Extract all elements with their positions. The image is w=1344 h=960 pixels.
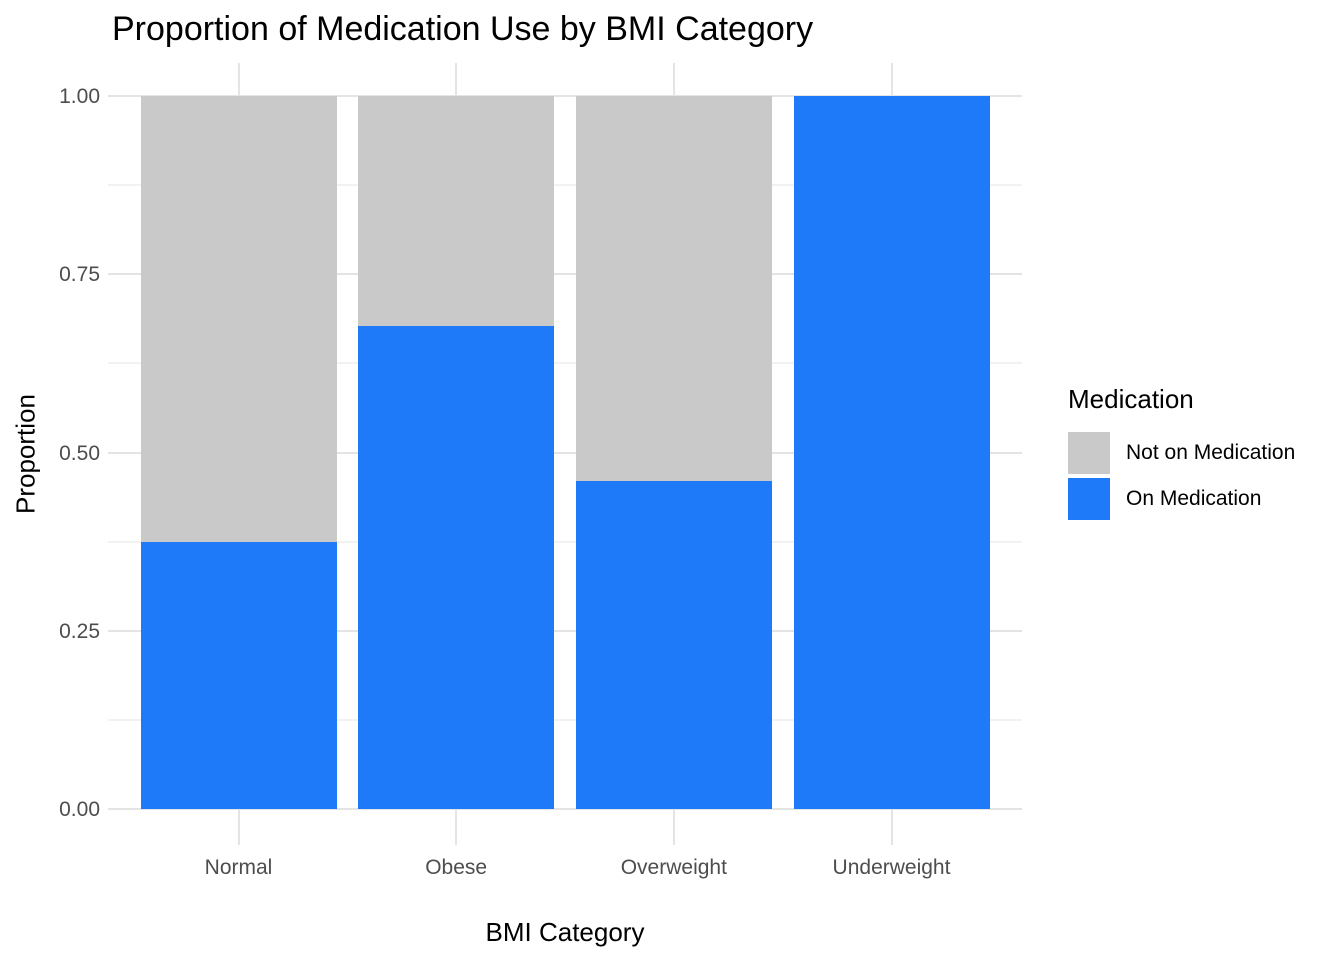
bar-segment-not-on-medication-obese <box>358 96 555 327</box>
legend-title: Medication <box>1068 384 1194 414</box>
chart-title: Proportion of Medication Use by BMI Cate… <box>112 10 814 48</box>
y-tick-label: 0.25 <box>59 619 100 643</box>
x-tick-label: Overweight <box>620 856 727 879</box>
bar-segment-on-medication-underweight <box>793 96 990 809</box>
x-tick-label: Underweight <box>832 856 951 879</box>
bar-segment-on-medication-obese <box>358 326 555 809</box>
x-axis-title: BMI Category <box>485 917 645 947</box>
bar-segment-on-medication-overweight <box>575 481 772 809</box>
gridline-minor <box>108 362 1022 365</box>
gridline-major <box>108 451 1022 454</box>
y-tick-label: 0.75 <box>59 263 100 287</box>
bar-segment-not-on-medication-normal <box>140 96 337 542</box>
gridline-major <box>108 629 1022 632</box>
gridline-minor <box>108 540 1022 543</box>
x-tick-label: Normal <box>204 856 273 879</box>
y-tick-label: 0.50 <box>59 441 100 465</box>
y-axis-title: Proportion <box>10 394 41 514</box>
legend-label: On Medication <box>1126 487 1262 510</box>
plot-panel <box>108 63 1022 845</box>
gridline-major <box>108 273 1022 276</box>
legend-label: Not on Medication <box>1126 441 1296 464</box>
legend-entry: On Medication <box>1068 478 1338 520</box>
legend-key-not-on-medication <box>1068 432 1110 474</box>
gridline-major <box>108 808 1022 810</box>
legend: Medication Not on Medication On Medicatio… <box>1068 384 1338 524</box>
gridline-minor <box>108 184 1022 187</box>
gridline-minor <box>108 718 1022 721</box>
bar-segment-on-medication-normal <box>140 541 337 809</box>
bar-segment-not-on-medication-overweight <box>575 96 772 482</box>
y-tick-label: 1.00 <box>59 85 100 108</box>
legend-entries: Not on Medication On Medication <box>1068 432 1338 520</box>
gridline-major <box>108 95 1022 97</box>
y-tick-label: 0.00 <box>59 798 100 821</box>
legend-entry: Not on Medication <box>1068 432 1338 474</box>
x-tick-label: Obese <box>425 856 488 879</box>
legend-key-on-medication <box>1068 478 1110 520</box>
